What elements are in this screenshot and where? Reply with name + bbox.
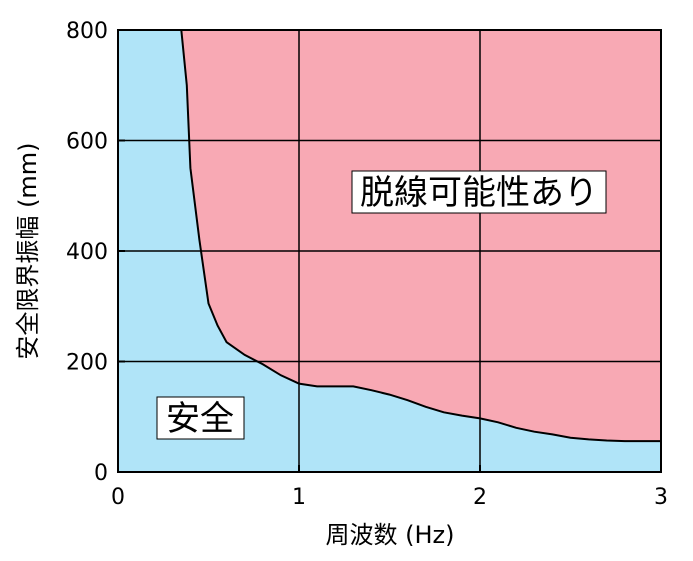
y-axis-title: 安全限界振幅 (mm) — [14, 142, 42, 359]
x-tick-label: 3 — [654, 485, 668, 510]
y-tick-label: 400 — [66, 240, 108, 265]
derail-label-box — [351, 170, 607, 214]
derail-region — [181, 30, 662, 442]
axis-ticks: 0 1 2 3 0 200 400 600 800 — [66, 19, 668, 510]
x-tick-label: 2 — [473, 485, 487, 510]
boundary-line — [180, 29, 661, 443]
safe-region-label: 安全 — [166, 399, 234, 439]
y-tick-label: 200 — [66, 351, 108, 376]
x-axis-title: 周波数 (Hz) — [326, 521, 455, 549]
y-tick-label: 0 — [94, 461, 108, 486]
safe-label-box — [156, 396, 245, 440]
derail-region-label: 脱線可能性あり — [360, 173, 598, 213]
y-tick-label: 800 — [66, 19, 108, 44]
y-tick-label: 600 — [66, 130, 108, 155]
grid-lines — [118, 30, 661, 472]
x-tick-label: 0 — [111, 485, 125, 510]
x-tick-label: 1 — [292, 485, 306, 510]
